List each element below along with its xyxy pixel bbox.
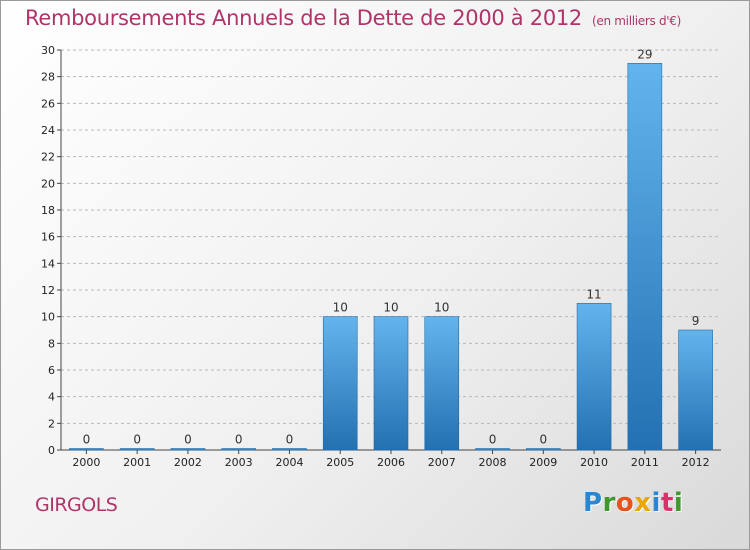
y-tick-label: 4 [48, 391, 55, 404]
bar [526, 448, 561, 451]
bar-value-label: 0 [235, 433, 243, 447]
bar [119, 448, 155, 451]
chart-title: Remboursements Annuels de la Dette de 20… [25, 6, 681, 30]
logo-letter: t [660, 488, 674, 518]
y-tick-label: 12 [41, 284, 55, 297]
y-tick-label: 16 [41, 231, 55, 244]
x-tick-label: 2007 [428, 456, 456, 469]
y-tick-label: 10 [41, 311, 55, 324]
y-tick-label: 8 [48, 337, 55, 350]
y-tick-label: 14 [41, 257, 55, 270]
y-tick-label: 26 [41, 97, 55, 110]
bar [69, 448, 104, 451]
bar [170, 448, 206, 451]
bar-value-label: 29 [637, 47, 652, 61]
logo-letter: x [634, 488, 652, 518]
y-tick-label: 20 [41, 177, 55, 190]
x-tick-label: 2001 [123, 456, 151, 469]
y-tick-label: 30 [41, 44, 55, 57]
x-tick-label: 2008 [479, 456, 507, 469]
x-tick-label: 2003 [225, 456, 253, 469]
bar [322, 316, 358, 451]
bar-value-label: 10 [333, 301, 348, 315]
bar-value-label: 9 [692, 314, 700, 328]
bar-value-label: 0 [539, 433, 547, 447]
x-tick-label: 2004 [275, 456, 303, 469]
logo-letter: o [615, 488, 635, 518]
x-tick-label: 2012 [682, 456, 710, 469]
proxiti-logo: Proxiti [583, 488, 683, 518]
chart-unit-label: (en milliers d'€) [592, 14, 682, 28]
logo-letter: r [602, 488, 616, 518]
chart-title-text: Remboursements Annuels de la Dette de 20… [25, 6, 582, 30]
labels: 0 2000 0 2001 0 2002 0 2003 0 2004 10 2005 10 2006 10 2… [72, 47, 709, 469]
bar [272, 448, 307, 451]
logo-letter: i [651, 488, 661, 518]
x-tick-label: 2006 [377, 456, 405, 469]
logo-letter: i [673, 488, 684, 518]
bar [627, 63, 663, 451]
x-tick-label: 2011 [631, 456, 659, 469]
y-tick-label: 22 [41, 151, 55, 164]
y-tick-label: 24 [41, 124, 55, 137]
y-tick-label: 2 [48, 417, 55, 430]
y-tick-label: 0 [48, 444, 55, 457]
bar-value-label: 11 [586, 287, 601, 301]
x-tick-label: 2002 [174, 456, 202, 469]
y-tick-label: 18 [41, 204, 55, 217]
bar [221, 448, 256, 451]
bar-value-label: 0 [184, 433, 192, 447]
bar [424, 316, 460, 451]
x-tick-label: 2009 [529, 456, 557, 469]
place-name: GIRGOLS [35, 494, 118, 516]
bar [576, 303, 612, 451]
y-tick-label: 28 [41, 71, 55, 84]
bar-value-label: 10 [383, 301, 398, 315]
x-tick-label: 2005 [326, 456, 354, 469]
x-tick-label: 2010 [580, 456, 608, 469]
bars [69, 63, 713, 451]
bar-value-label: 0 [286, 433, 294, 447]
bar-value-label: 0 [133, 433, 141, 447]
y-tick-label: 6 [48, 364, 55, 377]
bar-value-label: 0 [489, 433, 497, 447]
logo-letter: P [583, 488, 603, 518]
bar [475, 448, 510, 451]
bar [678, 329, 713, 451]
bar [373, 316, 409, 451]
bar-value-label: 10 [434, 301, 449, 315]
x-tick-label: 2000 [72, 456, 100, 469]
bar-value-label: 0 [83, 433, 91, 447]
